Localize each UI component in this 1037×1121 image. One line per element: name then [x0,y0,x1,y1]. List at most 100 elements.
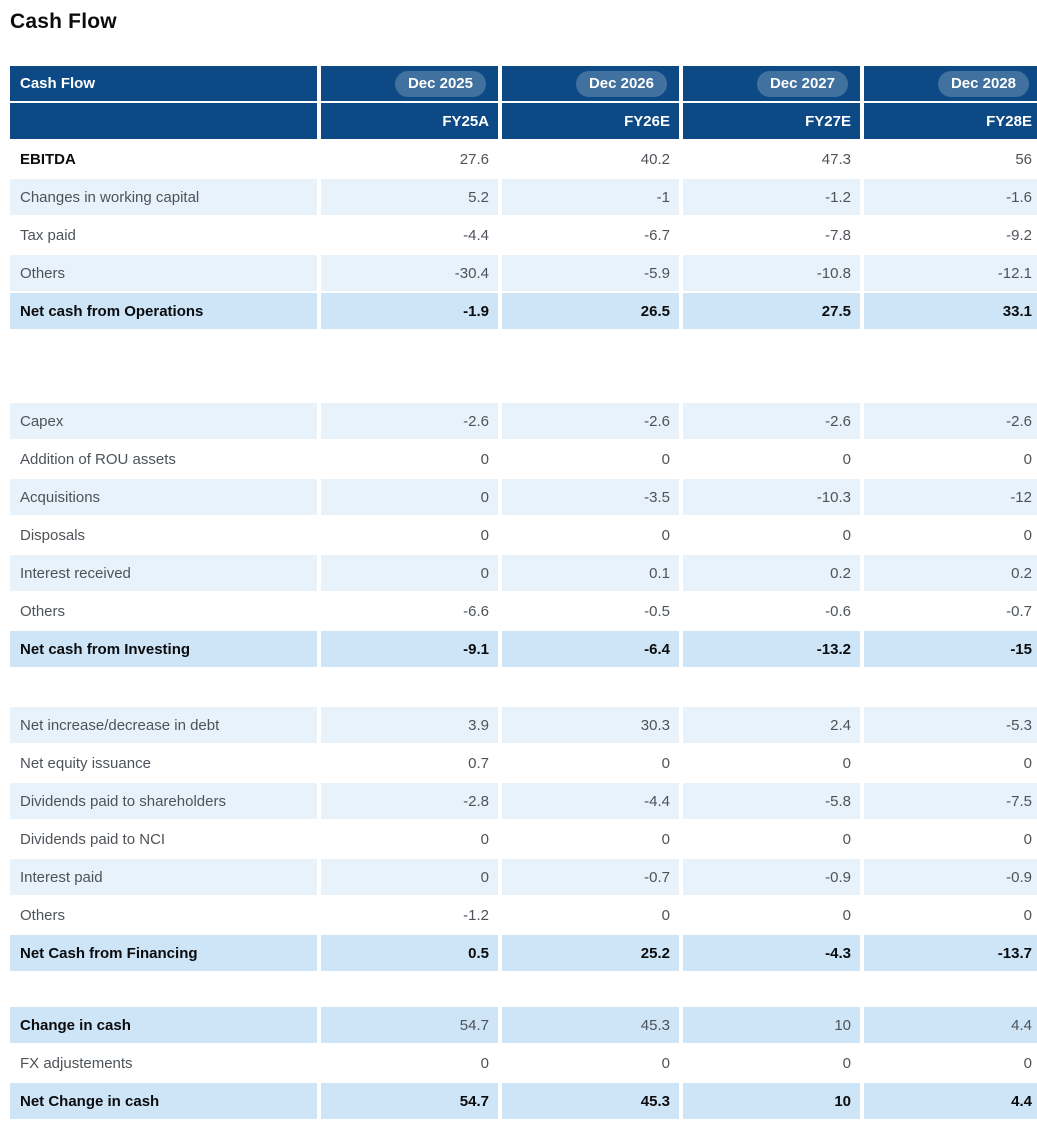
cell-value: -0.9 [683,859,860,895]
cell-value: -4.3 [683,935,860,971]
cell-value: -13.2 [683,631,860,667]
cell-value: -0.6 [683,593,860,629]
cell-value: 0 [683,517,860,553]
cell-value: 0 [502,1045,679,1081]
cell-value: 0 [321,517,498,553]
cell-value: 0 [683,441,860,477]
cash-flow-table: Cash Flow Dec 2025 Dec 2026 Dec 2027 Dec… [6,64,1037,1121]
cell-value: -4.4 [321,217,498,253]
row-label: Net Change in cash [10,1083,317,1119]
cell-value: -2.8 [321,783,498,819]
period-header-dec-2028: Dec 2028 [864,66,1037,101]
table-row: Interest paid 0 -0.7 -0.9 -0.9 [10,859,1037,895]
fiscal-header-fy25a: FY25A [321,103,498,139]
cell-value: 0 [864,897,1037,933]
table-row: Addition of ROU assets 0 0 0 0 [10,441,1037,477]
row-label: Changes in working capital [10,179,317,215]
fiscal-header-fy28e: FY28E [864,103,1037,139]
cell-value: 5.2 [321,179,498,215]
row-label: Disposals [10,517,317,553]
table-row: Net equity issuance 0.7 0 0 0 [10,745,1037,781]
cell-value: -10.3 [683,479,860,515]
cell-value: 0 [864,441,1037,477]
cell-value: 10 [683,1007,860,1043]
cell-value: -13.7 [864,935,1037,971]
table-row: Tax paid -4.4 -6.7 -7.8 -9.2 [10,217,1037,253]
cell-value: -4.4 [502,783,679,819]
cell-value: -2.6 [502,403,679,439]
table-row: Net Change in cash 54.7 45.3 10 4.4 [10,1083,1037,1119]
cell-value: 0 [321,1045,498,1081]
row-label: Net increase/decrease in debt [10,707,317,743]
cell-value: -1.6 [864,179,1037,215]
table-corner-label: Cash Flow [10,66,317,101]
table-row: Others -6.6 -0.5 -0.6 -0.7 [10,593,1037,629]
fiscal-header-fy26e: FY26E [502,103,679,139]
cell-value: 27.6 [321,141,498,177]
cell-value: 0 [321,821,498,857]
cell-value: 0 [502,517,679,553]
cell-value: 0.1 [502,555,679,591]
cell-value: -12 [864,479,1037,515]
cell-value: 0 [321,479,498,515]
cell-value: 0 [864,821,1037,857]
row-label: Interest received [10,555,317,591]
cell-value: 0 [321,441,498,477]
row-label: Net cash from Investing [10,631,317,667]
row-label: Acquisitions [10,479,317,515]
row-label: Others [10,255,317,291]
row-label: Others [10,897,317,933]
cell-value: -2.6 [864,403,1037,439]
fiscal-header-fy27e: FY27E [683,103,860,139]
cell-value: 33.1 [864,293,1037,329]
cell-value: 0 [502,821,679,857]
cell-value: -2.6 [321,403,498,439]
cell-value: -5.8 [683,783,860,819]
period-pill: Dec 2027 [756,70,848,97]
section-summary: Change in cash 54.7 45.3 10 4.4 FX adjustemen… [10,1007,1037,1119]
cell-value: -7.8 [683,217,860,253]
period-header-row: Cash Flow Dec 2025 Dec 2026 Dec 2027 Dec… [10,66,1037,101]
cell-value: 2.4 [683,707,860,743]
table-row: Net cash from Investing -9.1 -6.4 -13.2 -15 [10,631,1037,667]
section-gap-cell [10,669,1037,705]
cell-value: 45.3 [502,1007,679,1043]
cell-value: -0.9 [864,859,1037,895]
cell-value: -30.4 [321,255,498,291]
table-row: Change in cash 54.7 45.3 10 4.4 [10,1007,1037,1043]
table-row: Dividends paid to shareholders -2.8 -4.4 -5… [10,783,1037,819]
period-header-dec-2027: Dec 2027 [683,66,860,101]
cell-value: 0 [502,745,679,781]
cell-value: 30.3 [502,707,679,743]
table-row: Net cash from Operations -1.9 26.5 27.5 33.1 [10,293,1037,329]
cell-value: 56 [864,141,1037,177]
cell-value: 3.9 [321,707,498,743]
cell-value: -9.1 [321,631,498,667]
table-row: Capex -2.6 -2.6 -2.6 -2.6 [10,403,1037,439]
row-label: Tax paid [10,217,317,253]
cell-value: -0.7 [502,859,679,895]
cell-value: 10 [683,1083,860,1119]
cell-value: 45.3 [502,1083,679,1119]
cell-value: -7.5 [864,783,1037,819]
cell-value: -12.1 [864,255,1037,291]
fiscal-header-empty-cell [10,103,317,139]
row-label: Capex [10,403,317,439]
section-gap-cell [10,331,1037,401]
table-row: Others -1.2 0 0 0 [10,897,1037,933]
cell-value: -1.9 [321,293,498,329]
cell-value: 0 [321,859,498,895]
cell-value: 0 [864,517,1037,553]
cell-value: 47.3 [683,141,860,177]
section-investing: Capex -2.6 -2.6 -2.6 -2.6 Addition of ROU ass… [10,403,1037,667]
row-label: Dividends paid to NCI [10,821,317,857]
cell-value: -1.2 [321,897,498,933]
table-row: Dividends paid to NCI 0 0 0 0 [10,821,1037,857]
period-pill: Dec 2026 [575,70,667,97]
period-header-dec-2026: Dec 2026 [502,66,679,101]
cell-value: 54.7 [321,1007,498,1043]
row-label: Addition of ROU assets [10,441,317,477]
table-row: Acquisitions 0 -3.5 -10.3 -12 [10,479,1037,515]
row-label: Interest paid [10,859,317,895]
period-pill: Dec 2025 [394,70,486,97]
